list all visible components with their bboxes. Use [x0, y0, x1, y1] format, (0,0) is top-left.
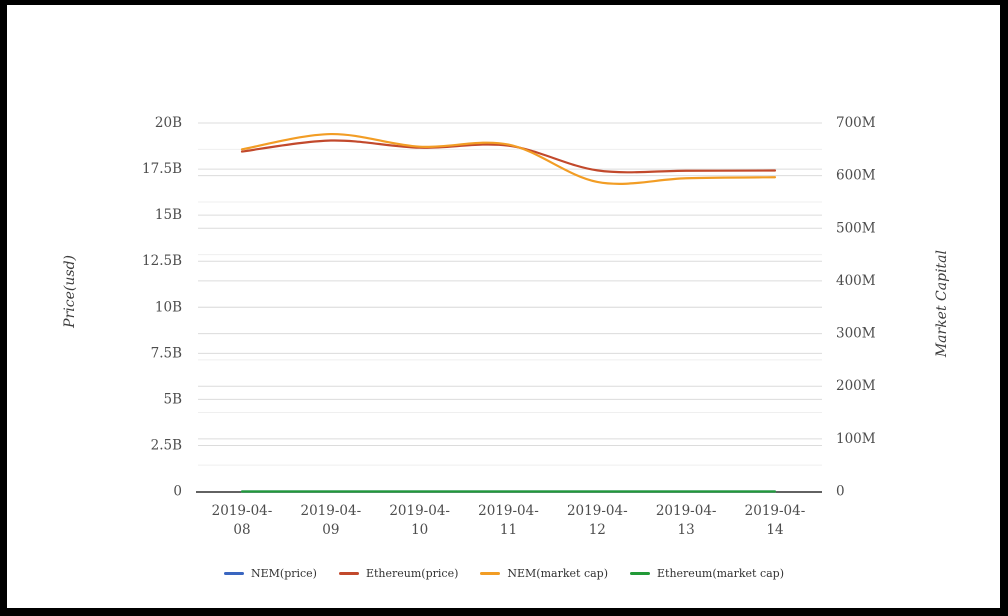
- y-axis-right-tick-label: 600M: [836, 168, 876, 184]
- y-axis-right-tick-label: 400M: [836, 273, 876, 289]
- y-axis-title-market-capital: Market Capital: [934, 250, 950, 358]
- legend-item-nem-market-cap[interactable]: NEM(market cap): [480, 567, 608, 580]
- legend-label: NEM(market cap): [507, 566, 608, 580]
- y-axis-left-tick-label: 0: [173, 484, 182, 500]
- y-axis-right-tick-label: 0: [836, 484, 845, 500]
- x-axis-tick-label: 2019-04-09: [300, 503, 361, 538]
- x-axis-tick-label: 2019-04-08: [212, 503, 273, 538]
- legend-label: Ethereum(price): [365, 566, 459, 580]
- y-axis-right-tick-label: 300M: [836, 326, 876, 342]
- series-line-nem-market-cap[interactable]: [240, 132, 777, 185]
- legend-swatch-ethereum-price: [338, 571, 359, 575]
- legend-label: Ethereum(market cap): [657, 566, 785, 580]
- x-axis-tick-label: 2019-04-11: [478, 503, 539, 538]
- y-axis-left-tick-label: 17.5B: [142, 161, 182, 177]
- chart-legend: NEM(price) Ethereum(price) NEM(market cap)…: [0, 562, 1008, 584]
- legend-swatch-nem-price: [223, 571, 244, 575]
- y-axis-left-tick-label: 15B: [155, 207, 182, 223]
- x-axis-tick-label: 2019-04-14: [745, 503, 806, 538]
- legend-item-ethereum-market-cap[interactable]: Ethereum(market cap): [630, 567, 784, 580]
- y-axis-left-tick-label: 2.5B: [151, 437, 182, 453]
- legend-swatch-nem-market-cap: [480, 571, 501, 575]
- legend-swatch-ethereum-market-cap: [630, 571, 650, 575]
- legend-item-nem-price[interactable]: NEM(price): [223, 566, 317, 580]
- y-axis-right-tick-label: 700M: [836, 115, 876, 131]
- y-axis-left-tick-label: 10B: [155, 299, 182, 315]
- y-axis-left-tick-label: 12.5B: [142, 253, 182, 269]
- x-axis-tick-label: 2019-04-13: [656, 503, 717, 538]
- y-axis-right-tick-label: 100M: [836, 431, 876, 447]
- legend-item-ethereum-price[interactable]: Ethereum(price): [338, 566, 459, 580]
- y-axis-left-tick-label: 5B: [163, 391, 182, 407]
- x-axis-tick-label: 2019-04-10: [389, 503, 450, 538]
- legend-label: NEM(price): [250, 566, 317, 580]
- y-axis-right-tick-label: 200M: [836, 378, 876, 394]
- x-axis-tick-label: 2019-04-12: [567, 503, 628, 538]
- y-axis-left-tick-label: 20B: [155, 115, 182, 131]
- y-axis-left-tick-label: 7.5B: [151, 345, 182, 361]
- y-axis-right-tick-label: 500M: [836, 220, 876, 236]
